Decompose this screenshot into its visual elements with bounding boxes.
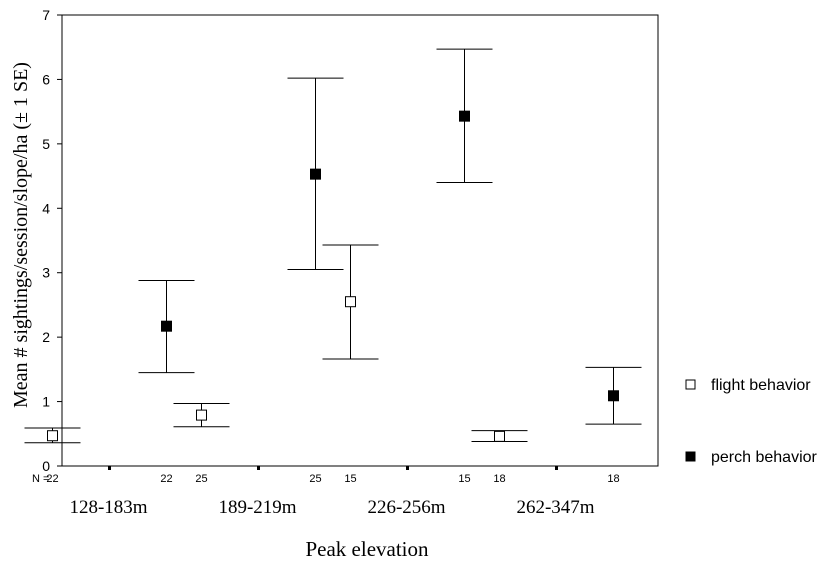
sample-size-label: 18 (607, 473, 619, 485)
sample-size-label: 22 (160, 473, 172, 485)
y-tick-label: 5 (42, 136, 50, 152)
mean-marker (196, 409, 207, 421)
category-label: 226-256m (367, 497, 445, 518)
series-layer (24, 48, 642, 444)
y-tick-label: 7 (42, 7, 50, 23)
y-tick-label: 0 (42, 458, 50, 474)
series-flight-behavior (24, 244, 528, 444)
category-labels: 128-183m 189-219m 226-256m 262-347m (69, 497, 594, 518)
sample-size-label: 15 (344, 473, 356, 485)
y-axis: 0 1 2 3 4 5 6 7 (42, 7, 62, 474)
sample-size-label: 22 (46, 473, 58, 485)
mean-marker (345, 296, 356, 308)
legend-label: flight behavior (711, 377, 811, 394)
series-perch-behavior (138, 48, 642, 425)
plot-border (61, 14, 659, 467)
mean-marker (47, 430, 58, 442)
y-tick-label: 2 (42, 329, 50, 345)
mean-marker (494, 430, 505, 442)
n-row-label: N = (32, 473, 49, 485)
category-label: 128-183m (69, 497, 147, 518)
legend-label: perch behavior (711, 449, 818, 466)
y-tick-label: 3 (42, 265, 50, 281)
mean-marker (608, 390, 619, 402)
sample-size-label: 25 (309, 473, 321, 485)
category-label: 189-219m (218, 497, 296, 518)
sample-size-label: 18 (493, 473, 505, 485)
mean-marker (459, 110, 470, 122)
y-tick-label: 1 (42, 394, 50, 410)
category-label: 262-347m (516, 497, 594, 518)
legend-swatch (685, 451, 696, 462)
legend-swatch (685, 379, 696, 390)
sample-size-label: 25 (195, 473, 207, 485)
x-axis-label: Peak elevation (305, 537, 429, 561)
mean-marker (310, 168, 321, 180)
legend: flight behavior perch behavior (685, 377, 818, 466)
sample-size-label: 15 (458, 473, 470, 485)
y-axis-label: Mean # sightings/session/slope/ha (± 1 S… (10, 62, 32, 408)
plot-frame (61, 14, 659, 467)
y-tick-label: 4 (42, 200, 50, 216)
mean-marker (161, 320, 172, 332)
y-tick-label: 6 (42, 71, 50, 87)
